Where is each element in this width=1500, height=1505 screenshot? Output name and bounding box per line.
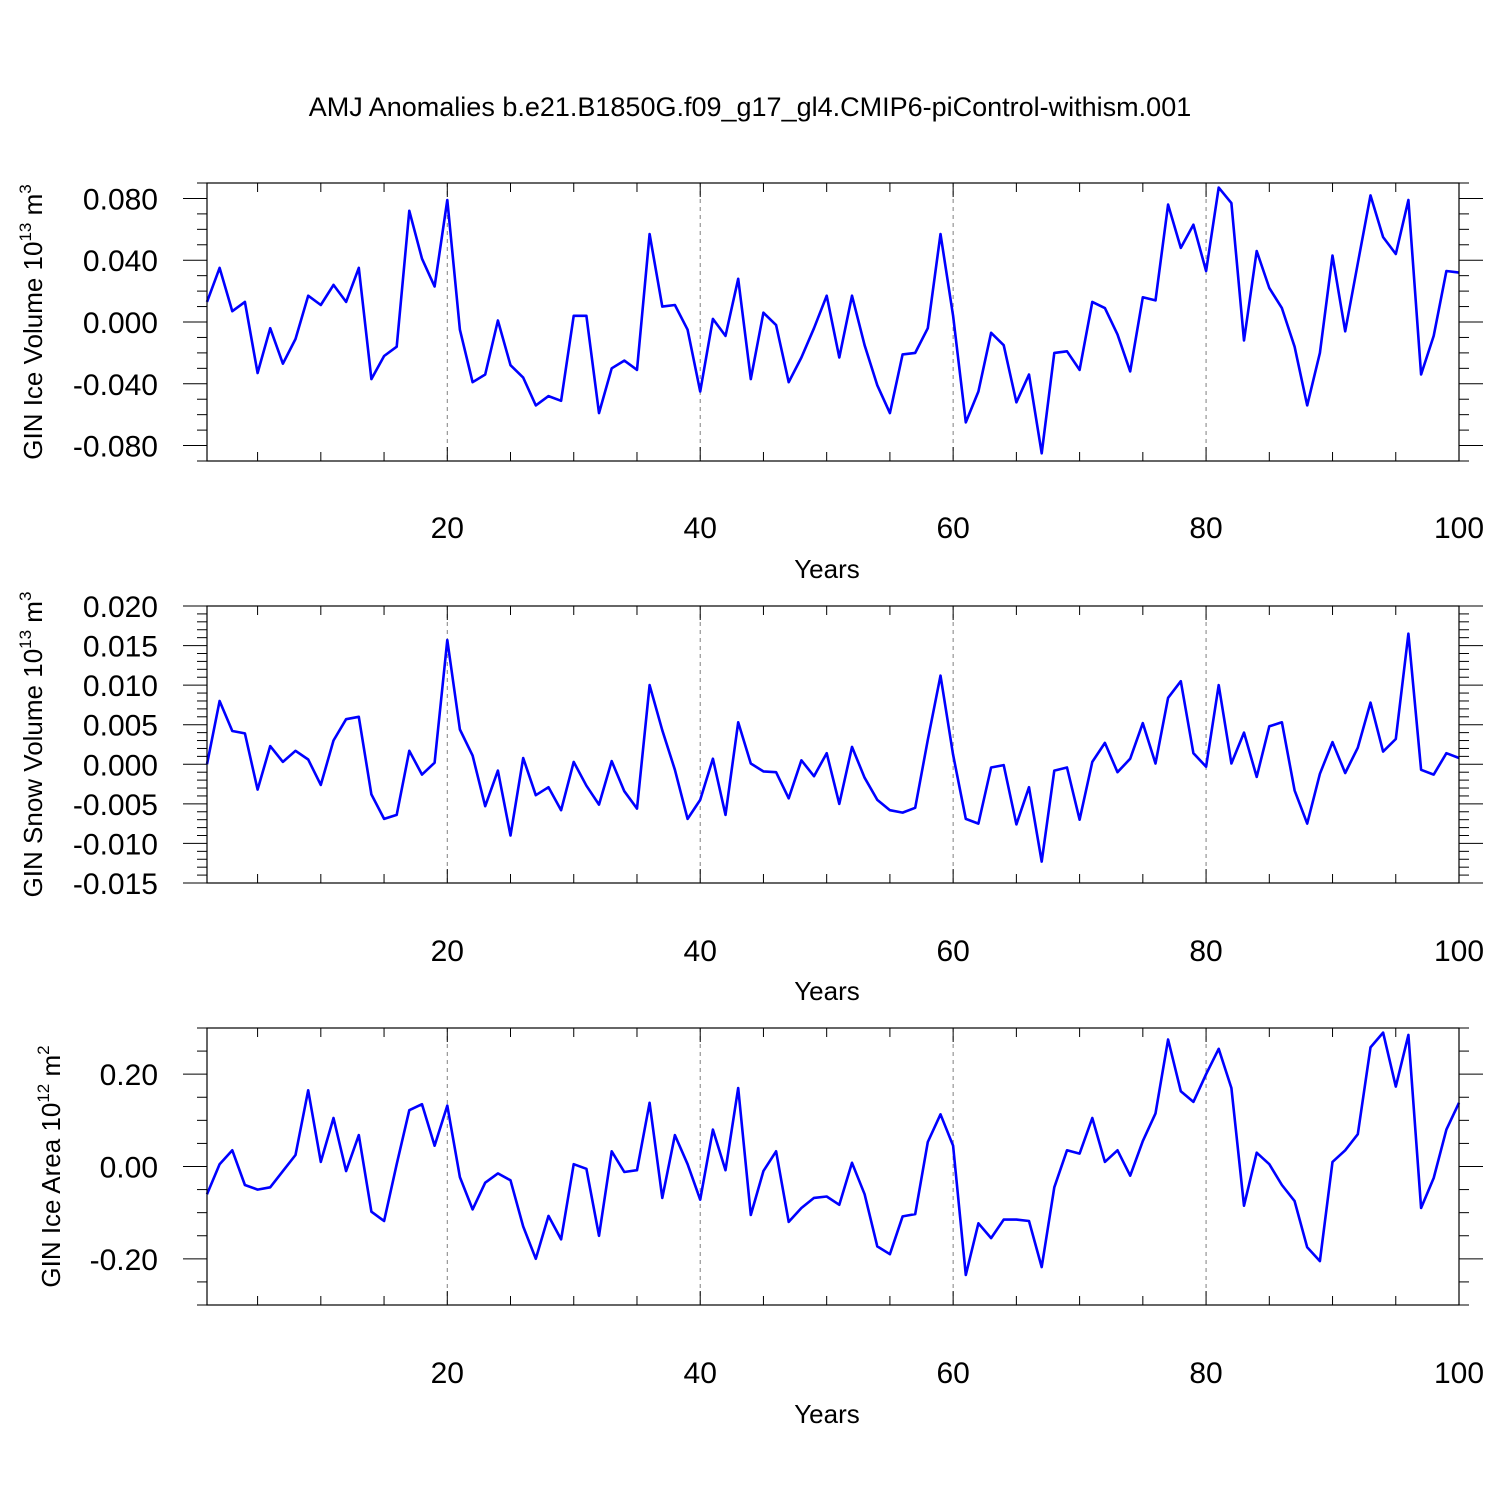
y-tick-label: 0.00 xyxy=(100,1152,158,1185)
undefined xyxy=(206,605,1460,884)
undefined xyxy=(205,632,1460,863)
x-tick-label: 60 xyxy=(936,935,969,968)
y-tick-label: 0.080 xyxy=(83,183,158,216)
figure-title: AMJ Anomalies b.e21.B1850G.f09_g17_gl4.C… xyxy=(308,92,1192,122)
y-tick-label: 0.000 xyxy=(83,749,158,782)
x-tick-label: 60 xyxy=(936,1357,969,1390)
x-tick-label: 100 xyxy=(1434,1357,1484,1390)
y-tick-label: -0.005 xyxy=(73,789,158,822)
undefined xyxy=(206,1027,1460,1306)
y-axis-label: GIN Ice Area 1012 m2 xyxy=(34,1045,66,1287)
x-axis-label: Years xyxy=(794,554,860,584)
undefined xyxy=(205,1031,1461,1277)
x-tick-label: 40 xyxy=(684,935,717,968)
x-tick-label: 100 xyxy=(1434,512,1484,545)
y-axis-label-unit-exponent: 2 xyxy=(34,1045,53,1054)
y-tick-label: -0.20 xyxy=(90,1244,158,1277)
y-tick-label: 0.040 xyxy=(83,245,158,278)
x-tick-label: 20 xyxy=(431,512,464,545)
y-axis-label-exponent: 13 xyxy=(16,630,35,649)
y-axis-label-unit: m xyxy=(18,601,48,630)
y-axis-label-text: GIN Snow Volume 10 xyxy=(18,649,48,898)
x-tick-label: 20 xyxy=(431,1357,464,1390)
x-axis-label: Years xyxy=(794,1399,860,1429)
x-tick-label: 60 xyxy=(936,512,969,545)
x-tick-label: 80 xyxy=(1189,512,1222,545)
undefined xyxy=(206,182,1460,462)
x-axis-label: Years xyxy=(794,976,860,1006)
y-axis-label: GIN Snow Volume 1013 m3 xyxy=(16,592,48,898)
y-tick-label: -0.010 xyxy=(73,828,158,861)
y-axis-label-unit: m xyxy=(36,1055,66,1084)
y-axis-label-exponent: 13 xyxy=(16,223,35,242)
y-axis-label-unit: m xyxy=(18,194,48,223)
undefined xyxy=(205,186,1460,455)
y-tick-label: 0.005 xyxy=(83,710,158,743)
x-tick-label: 80 xyxy=(1189,935,1222,968)
y-tick-label: -0.040 xyxy=(73,369,158,402)
x-tick-label: 100 xyxy=(1434,935,1484,968)
y-axis-label-text: GIN Ice Volume 10 xyxy=(18,242,48,460)
panel-2: -0.015 -0.010 -0.005 0.000 0.005 0.010 0.015 0.… xyxy=(16,591,1484,1006)
y-tick-label: -0.015 xyxy=(73,868,158,901)
y-axis-label-unit-exponent: 3 xyxy=(16,184,35,193)
y-tick-label: 0.20 xyxy=(100,1059,158,1092)
y-tick-label: 0.015 xyxy=(83,631,158,664)
panel-3: -0.20 0.00 0.20 20 40 60 80 100 Years GIN Ice Are… xyxy=(34,1027,1484,1429)
y-tick-label: 0.000 xyxy=(83,307,158,340)
y-tick-label: 0.010 xyxy=(83,670,158,703)
x-tick-label: 20 xyxy=(431,935,464,968)
y-axis-label-unit-exponent: 3 xyxy=(16,592,35,601)
y-axis-label-exponent: 12 xyxy=(34,1084,53,1103)
y-tick-label: -0.080 xyxy=(73,431,158,464)
panel-1: -0.080 -0.040 0.000 0.040 0.080 20 40 60 80 100 Ye… xyxy=(16,182,1484,584)
x-tick-label: 40 xyxy=(684,512,717,545)
y-axis-label-text: GIN Ice Area 10 xyxy=(36,1103,66,1288)
x-tick-label: 40 xyxy=(684,1357,717,1390)
x-tick-label: 80 xyxy=(1189,1357,1222,1390)
y-tick-label: 0.020 xyxy=(83,591,158,624)
y-axis-label: GIN Ice Volume 1013 m3 xyxy=(16,184,48,460)
